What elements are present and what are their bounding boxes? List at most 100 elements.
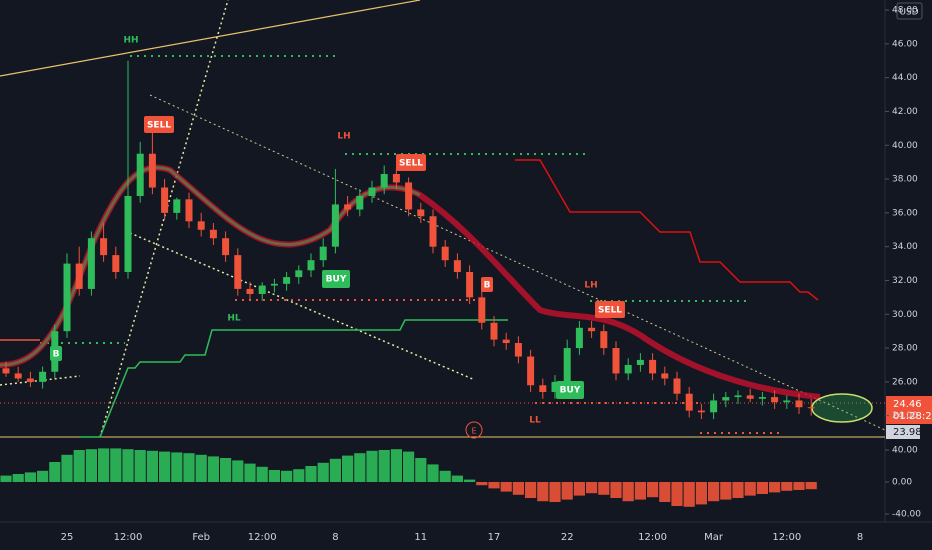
- candle-body: [63, 263, 71, 332]
- oscillator-bar: [525, 482, 537, 498]
- candle-body: [100, 238, 108, 256]
- oscillator-bar: [293, 469, 305, 482]
- candle-body: [124, 195, 132, 273]
- x-tick-label: 12:00: [114, 532, 143, 543]
- x-tick-label: 12:00: [638, 532, 667, 543]
- signal-badge: [322, 270, 350, 288]
- candle-body: [636, 359, 644, 365]
- candle-body: [649, 359, 657, 374]
- candle-body: [283, 277, 291, 284]
- candle-body: [185, 199, 193, 222]
- currency: USD: [899, 8, 918, 18]
- oscillator-bar: [598, 482, 610, 495]
- candle-body: [392, 174, 400, 183]
- candle-body: [87, 238, 95, 289]
- candle-body: [478, 297, 486, 323]
- oscillator-bar: [769, 482, 781, 493]
- annotation: B: [484, 281, 491, 291]
- y-tick-label: 42.00: [892, 107, 918, 117]
- annotation: BUY: [326, 275, 347, 285]
- signal-badge: [595, 301, 625, 318]
- oscillator-bar: [464, 479, 476, 482]
- currency-box[interactable]: [896, 2, 923, 20]
- candle-body: [563, 348, 571, 382]
- oscillator-bar: [610, 482, 622, 498]
- candle-body: [697, 410, 705, 413]
- oscillator-bar: [37, 470, 49, 482]
- signal-badge: [556, 381, 584, 399]
- candle-body: [466, 272, 474, 298]
- candle-body: [514, 343, 522, 357]
- oscillator-bar: [390, 449, 402, 482]
- oscillator-bar: [110, 448, 122, 482]
- candle-body: [39, 371, 47, 382]
- candle-body: [380, 174, 388, 188]
- candle-body: [734, 395, 742, 398]
- x-tick-label: Mar: [704, 532, 724, 543]
- candle-body: [722, 397, 730, 401]
- candle-body: [588, 327, 596, 332]
- oscillator-bar: [207, 456, 219, 482]
- oscillator-bar: [159, 451, 171, 482]
- candle-body: [222, 238, 230, 256]
- oscillator-bar: [561, 482, 573, 500]
- x-tick-label: 8: [332, 532, 338, 543]
- candle-body: [319, 246, 327, 261]
- candle-body: [295, 270, 303, 278]
- oscillator-bar: [134, 450, 146, 482]
- oscillator-bar: [378, 450, 390, 482]
- oscillator-bar: [256, 466, 268, 482]
- annotation: LH: [584, 281, 597, 291]
- oscillator-bar: [61, 454, 73, 482]
- reference-price-tag: [886, 425, 920, 439]
- y-tick-label: -40.00: [892, 510, 921, 520]
- candle-body: [234, 255, 242, 289]
- reference-price: 23.98: [893, 427, 922, 438]
- oscillator-bar: [549, 482, 561, 502]
- candle-body: [441, 246, 449, 261]
- y-tick-label: 24.00: [892, 411, 918, 421]
- oscillator-bar: [171, 452, 183, 482]
- annotation: B: [53, 350, 60, 360]
- oscillator-bar: [122, 449, 134, 482]
- candle-body: [771, 397, 779, 403]
- oscillator-bar: [268, 470, 280, 482]
- candle-body: [209, 229, 217, 239]
- annotation: SELL: [147, 121, 171, 131]
- candle-body: [453, 260, 461, 273]
- countdown: 01:28:26: [893, 411, 932, 422]
- candle-body: [575, 327, 583, 349]
- oscillator-bar: [695, 482, 707, 505]
- oscillator-bar: [805, 482, 817, 490]
- candle-body: [795, 400, 803, 408]
- oscillator-bar: [73, 450, 85, 482]
- candle-body: [746, 395, 754, 399]
- oscillator-bar: [659, 482, 671, 502]
- stop-line: [515, 159, 819, 301]
- oscillator-bar: [317, 462, 329, 482]
- candle-body: [148, 153, 156, 188]
- oscillator-bar: [195, 454, 207, 482]
- oscillator-bar: [366, 450, 378, 482]
- candle-body: [75, 263, 83, 289]
- y-tick-label: 48.00: [892, 6, 918, 16]
- oscillator-bar: [451, 475, 463, 482]
- candle-body: [356, 195, 364, 210]
- oscillator-bar: [683, 482, 695, 507]
- y-tick-label: 40.00: [892, 141, 918, 151]
- oscillator-bar: [281, 470, 293, 482]
- candle-body: [246, 288, 254, 294]
- oscillator-bar: [439, 470, 451, 482]
- oscillator-bar: [403, 451, 415, 482]
- candle-body: [173, 199, 181, 213]
- last-price: 24.46: [893, 399, 922, 410]
- oscillator-bar: [793, 482, 805, 490]
- oscillator-bar: [756, 482, 768, 494]
- candle-body: [661, 373, 669, 379]
- candle-body: [527, 356, 535, 386]
- candle-body: [600, 331, 608, 349]
- oscillator-bar: [0, 475, 12, 482]
- signal-badge: [144, 116, 174, 133]
- y-tick-label: 30.00: [892, 310, 918, 320]
